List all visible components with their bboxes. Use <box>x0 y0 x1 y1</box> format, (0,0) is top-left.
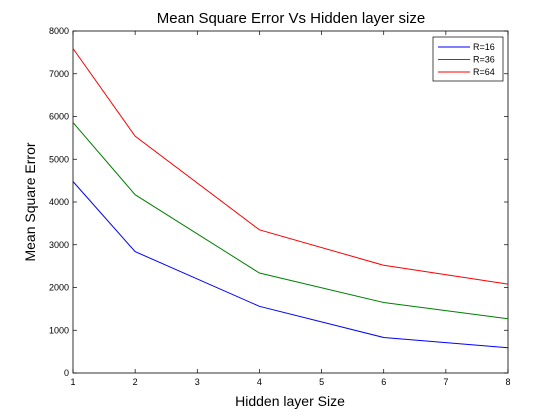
x-tick-label: 2 <box>133 377 138 387</box>
x-tick-label: 1 <box>70 377 75 387</box>
series-lines <box>72 48 509 349</box>
y-tick-label: 5000 <box>49 154 69 164</box>
y-tick-label: 4000 <box>49 197 69 207</box>
chart-title: Mean Square Error Vs Hidden layer size <box>157 10 425 27</box>
legend-label: R=36 <box>473 55 495 65</box>
y-tick-label: 0 <box>64 368 69 378</box>
legend: R=16 R=36 R=64 <box>432 36 504 82</box>
series-line-R=64 <box>72 48 509 285</box>
series-line-R=36 <box>72 122 509 320</box>
x-tick-label: 6 <box>381 377 386 387</box>
y-tick-label: 2000 <box>49 283 69 293</box>
y-axis-label: Mean Square Error <box>22 142 38 261</box>
series-line-R=16 <box>72 181 509 349</box>
y-tick-label: 6000 <box>49 112 69 122</box>
x-tick-label: 8 <box>505 377 510 387</box>
x-tick-label: 7 <box>443 377 448 387</box>
legend-label: R=16 <box>473 42 495 52</box>
y-tick-label: 7000 <box>49 69 69 79</box>
x-tick-label: 4 <box>257 377 262 387</box>
x-tick-label: 5 <box>319 377 324 387</box>
x-tick-label: 3 <box>195 377 200 387</box>
x-axis-label: Hidden layer Size <box>235 393 345 409</box>
y-tick-label: 1000 <box>49 325 69 335</box>
y-tick-label: 3000 <box>49 240 69 250</box>
legend-label: R=64 <box>473 67 495 77</box>
y-tick-label: 8000 <box>49 26 69 36</box>
axis-ticks: 1 2 3 4 5 6 7 8 0 1000 2000 3000 4000 5000 6000 7000 800… <box>49 26 511 387</box>
plot-area <box>72 30 509 374</box>
